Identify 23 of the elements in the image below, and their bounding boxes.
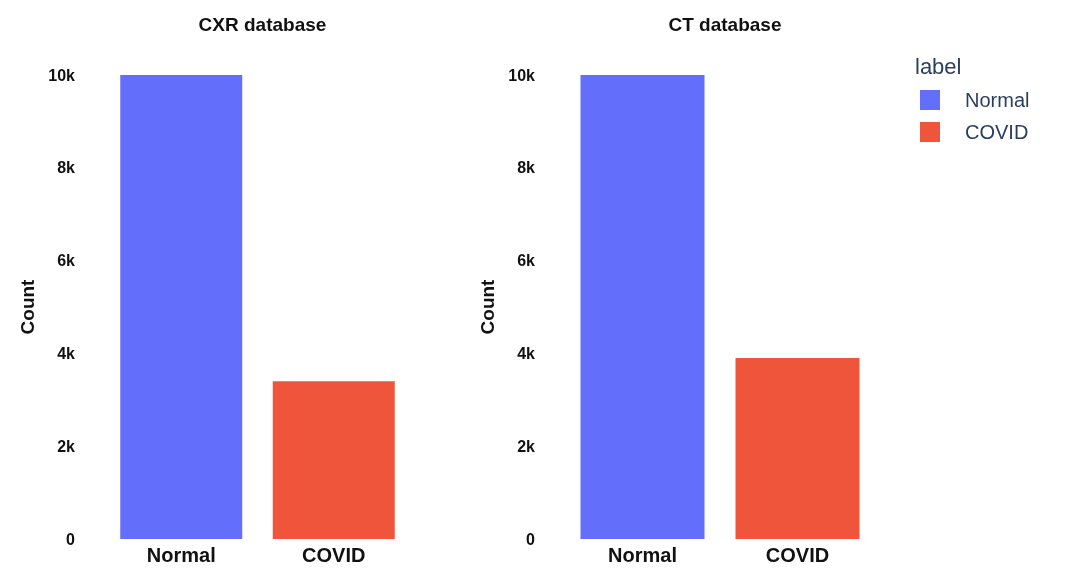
legend-title: label — [915, 53, 962, 79]
legend-label: Normal — [965, 89, 1030, 111]
y-tick-label: 4k — [517, 344, 536, 362]
y-tick-label: 0 — [526, 530, 536, 548]
y-tick-label: 8k — [57, 159, 76, 177]
y-tick-label: 10k — [48, 66, 76, 84]
y-axis-title: Count — [17, 278, 38, 335]
x-tick-label: COVID — [302, 544, 366, 566]
y-tick-label: 6k — [517, 252, 536, 270]
y-tick-label: 2k — [517, 437, 536, 455]
chart-title: CT database — [668, 14, 782, 35]
y-tick-label: 4k — [57, 344, 76, 362]
y-tick-label: 0 — [66, 530, 76, 548]
x-tick-label: Normal — [146, 544, 216, 566]
y-tick-label: 6k — [57, 252, 76, 270]
y-axis-title: Count — [477, 278, 498, 335]
chart-title: CXR database — [198, 14, 327, 35]
y-tick-label: 8k — [517, 159, 536, 177]
y-tick-label: 10k — [508, 66, 536, 84]
y-tick-label: 2k — [57, 437, 76, 455]
legend-label: COVID — [965, 121, 1029, 143]
x-tick-label: COVID — [765, 544, 830, 566]
x-tick-label: Normal — [608, 544, 677, 566]
